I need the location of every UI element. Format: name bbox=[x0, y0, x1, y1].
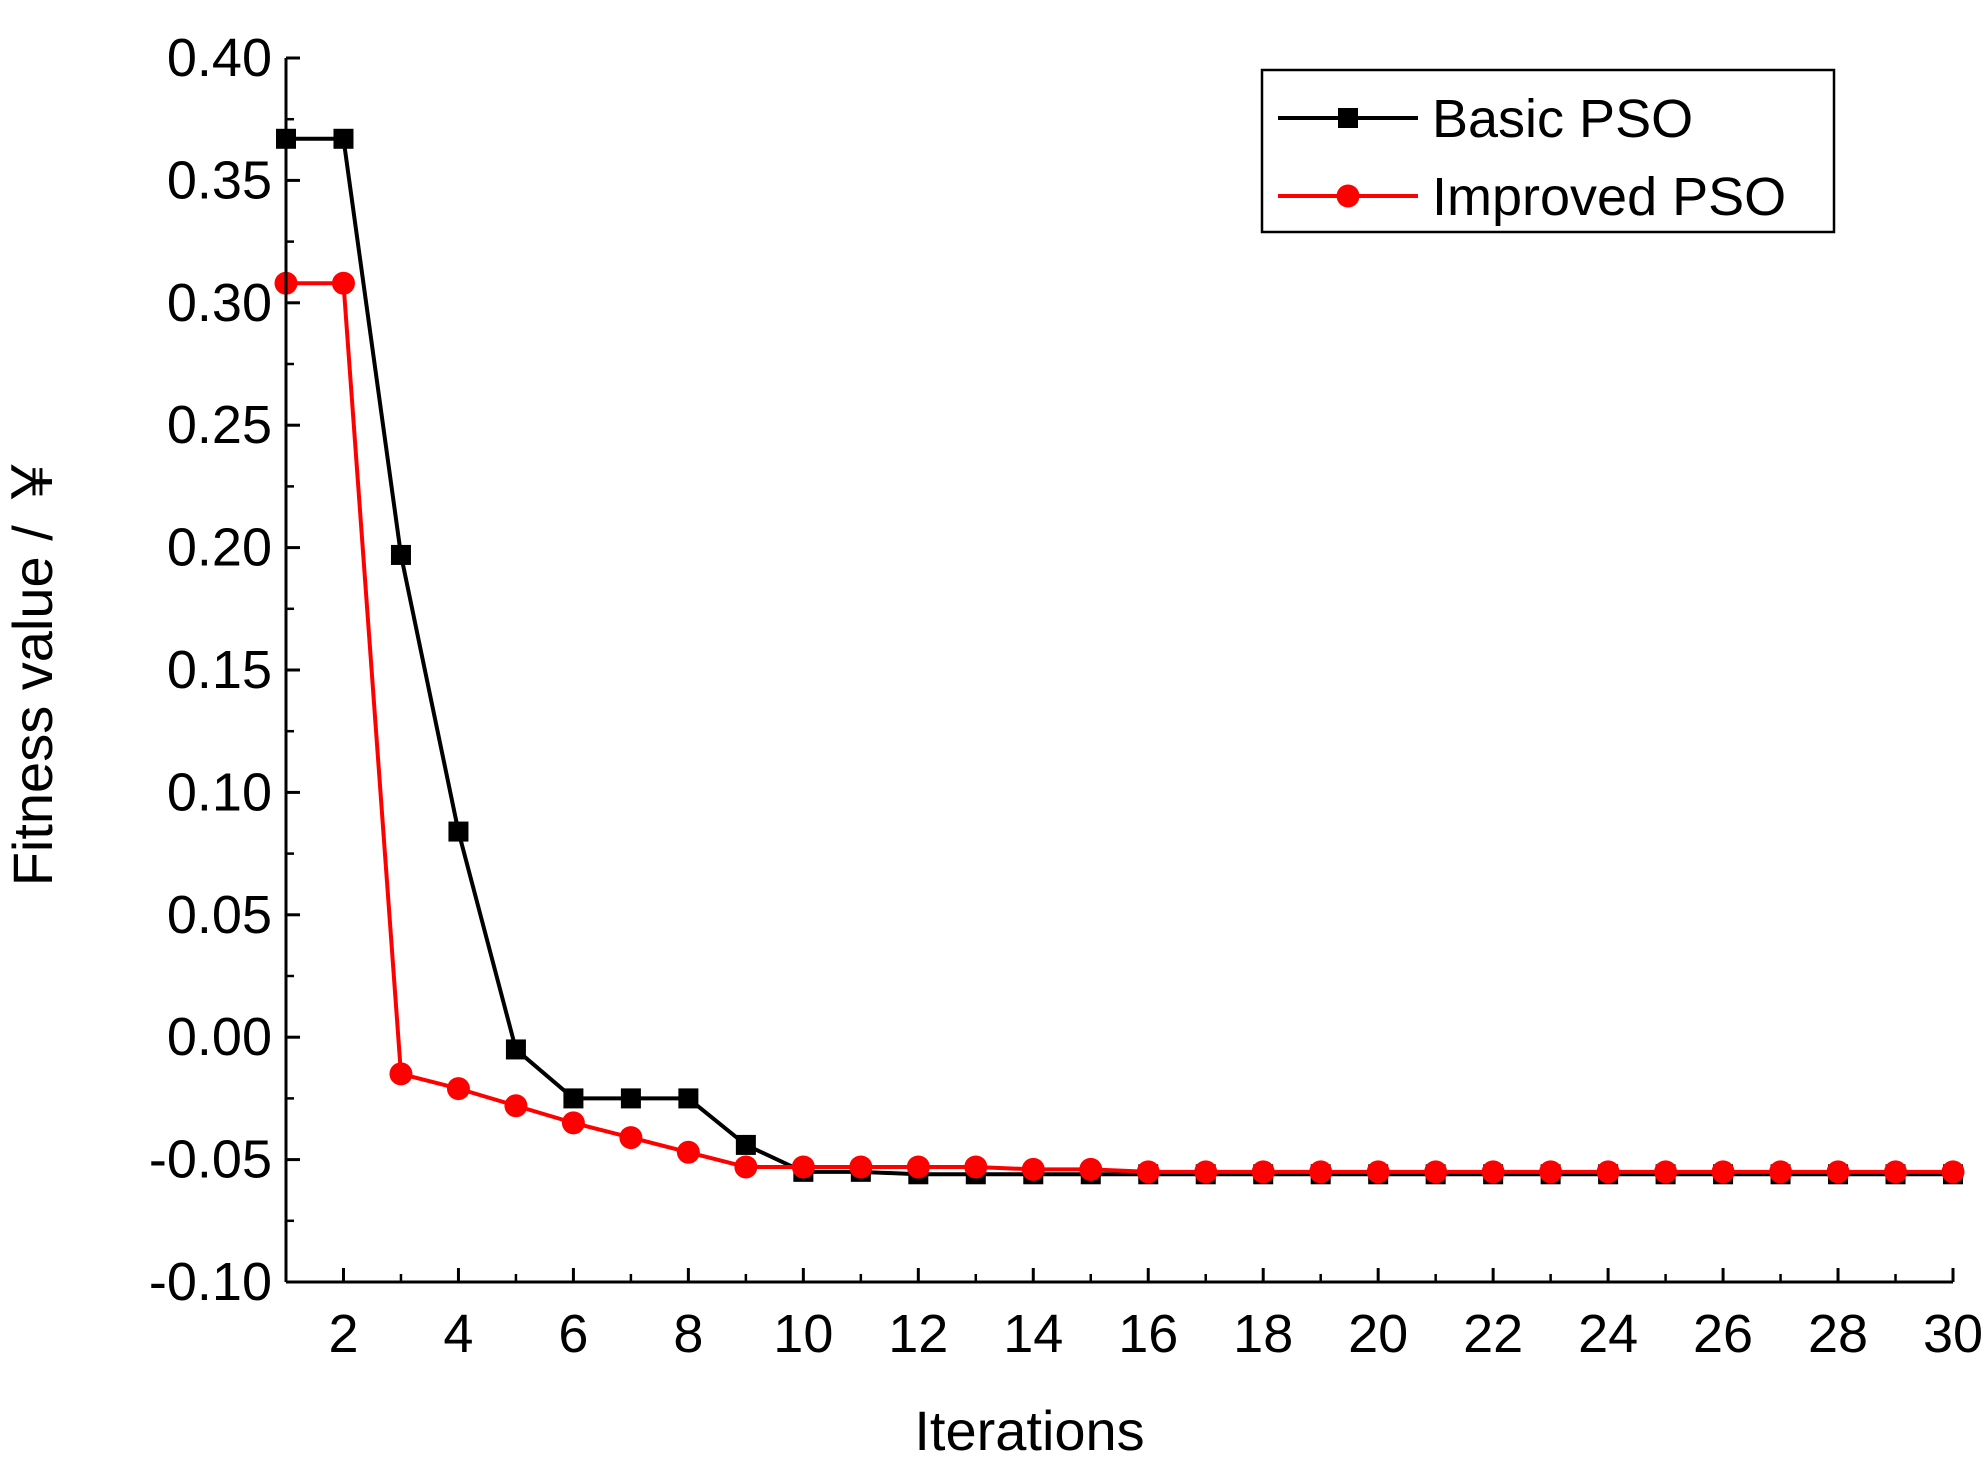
y-tick-label: 0.15 bbox=[167, 640, 272, 700]
y-tick-label: -0.10 bbox=[149, 1252, 272, 1312]
data-point bbox=[1021, 1157, 1045, 1181]
data-point bbox=[1366, 1160, 1390, 1184]
data-point bbox=[678, 1088, 699, 1109]
data-point bbox=[1539, 1160, 1563, 1184]
y-tick-label: 0.30 bbox=[167, 273, 272, 333]
x-tick-label: 10 bbox=[773, 1304, 833, 1364]
legend: Basic PSO Improved PSO bbox=[1260, 68, 1836, 234]
data-point bbox=[734, 1155, 758, 1179]
y-axis-title: Fitness value / ￥ bbox=[1, 454, 64, 887]
x-tick-label: 22 bbox=[1463, 1304, 1523, 1364]
data-point bbox=[1711, 1160, 1735, 1184]
x-axis-title: Iterations bbox=[914, 1399, 1144, 1462]
y-tick-label: 0.40 bbox=[167, 28, 272, 88]
series-line bbox=[286, 136, 1953, 1177]
data-point bbox=[1424, 1160, 1448, 1184]
series-basic-pso bbox=[276, 128, 1963, 1185]
data-point bbox=[561, 1111, 585, 1135]
x-tick-label: 2 bbox=[328, 1304, 358, 1364]
legend-marker bbox=[1336, 184, 1360, 208]
data-point bbox=[1194, 1160, 1218, 1184]
data-point bbox=[964, 1155, 988, 1179]
y-tick-label: 0.00 bbox=[167, 1007, 272, 1067]
legend-marker bbox=[1338, 108, 1358, 128]
data-point bbox=[619, 1126, 643, 1150]
x-tick-label: 24 bbox=[1578, 1304, 1638, 1364]
data-point bbox=[1251, 1160, 1275, 1184]
data-point bbox=[1309, 1160, 1333, 1184]
data-point bbox=[504, 1094, 528, 1118]
y-tick-label: 0.25 bbox=[167, 395, 272, 455]
data-point bbox=[446, 1077, 470, 1101]
x-tick-label: 8 bbox=[673, 1304, 703, 1364]
data-point bbox=[676, 1140, 700, 1164]
series-line bbox=[286, 281, 1953, 1174]
data-point bbox=[563, 1088, 584, 1109]
legend-box bbox=[1260, 68, 1836, 234]
x-tick-label: 26 bbox=[1693, 1304, 1753, 1364]
data-point bbox=[1654, 1160, 1678, 1184]
data-point bbox=[505, 1039, 526, 1060]
data-point bbox=[1079, 1157, 1103, 1181]
data-point bbox=[1596, 1160, 1620, 1184]
legend-label: Improved PSO bbox=[1432, 167, 1786, 227]
x-tick-label: 4 bbox=[443, 1304, 473, 1364]
y-tick-label: 0.05 bbox=[167, 885, 272, 945]
axes-layer: 0.40 0.35 0.30 0.25 0.20 0.15 0.10 0.05 0.00 -0.0… bbox=[149, 28, 1983, 1364]
data-point bbox=[1481, 1160, 1505, 1184]
y-tick-label: 0.10 bbox=[167, 762, 272, 822]
legend-item: Improved PSO bbox=[1278, 167, 1786, 227]
data-point bbox=[331, 271, 355, 295]
x-tick-label: 14 bbox=[1003, 1304, 1063, 1364]
x-tick-label: 28 bbox=[1808, 1304, 1868, 1364]
data-point bbox=[448, 821, 469, 842]
data-point bbox=[1941, 1160, 1965, 1184]
x-tick-label: 18 bbox=[1233, 1304, 1293, 1364]
y-tick-label: 0.20 bbox=[167, 518, 272, 578]
data-point bbox=[849, 1155, 873, 1179]
data-point bbox=[1884, 1160, 1908, 1184]
y-tick-label: -0.05 bbox=[149, 1130, 272, 1190]
x-tick-label: 6 bbox=[558, 1304, 588, 1364]
data-point bbox=[1826, 1160, 1850, 1184]
x-tick-label: 12 bbox=[888, 1304, 948, 1364]
data-point bbox=[389, 1062, 413, 1086]
x-tick-label: 20 bbox=[1348, 1304, 1408, 1364]
legend-item: Basic PSO bbox=[1278, 89, 1693, 149]
data-point bbox=[333, 128, 354, 149]
data-point bbox=[620, 1088, 641, 1109]
data-point bbox=[1136, 1160, 1160, 1184]
data-point bbox=[906, 1155, 930, 1179]
legend-items: Basic PSO Improved PSO bbox=[1278, 89, 1786, 227]
y-tick-label: 0.35 bbox=[167, 150, 272, 210]
data-point bbox=[791, 1155, 815, 1179]
x-tick-label: 16 bbox=[1118, 1304, 1178, 1364]
series-layer bbox=[274, 128, 1965, 1185]
data-point bbox=[1769, 1160, 1793, 1184]
data-point bbox=[390, 544, 411, 565]
legend-label: Basic PSO bbox=[1432, 89, 1693, 149]
data-point bbox=[735, 1134, 756, 1155]
x-tick-label: 30 bbox=[1923, 1304, 1983, 1364]
series-improved-pso bbox=[274, 271, 1965, 1184]
